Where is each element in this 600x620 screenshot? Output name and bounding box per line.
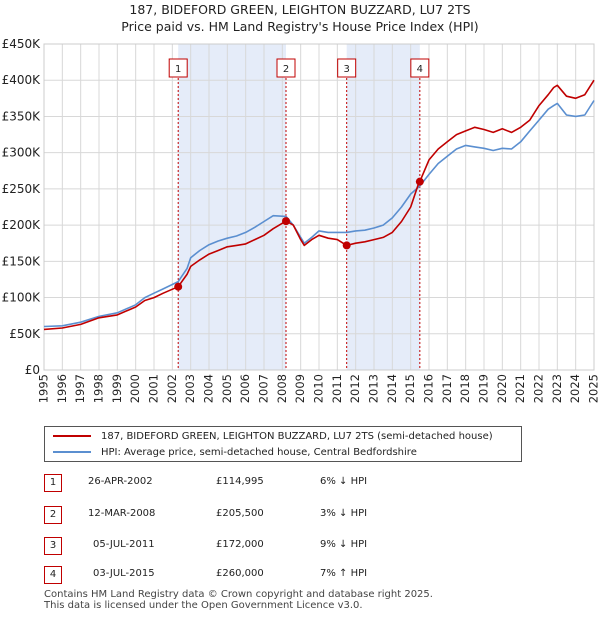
sale-period-shade <box>346 44 420 370</box>
x-tick-label: 2021 <box>513 374 527 403</box>
sale-label-text: 3 <box>343 64 349 75</box>
x-tick-label: 1996 <box>55 374 69 403</box>
sale-point <box>415 177 424 186</box>
plot-frame <box>43 43 595 371</box>
x-tick-label: 2024 <box>568 374 582 403</box>
sale-hpi-diff: 9% ↓ HPI <box>320 539 368 550</box>
x-tick-label: 2010 <box>312 374 326 403</box>
sale-number-badge: 1 <box>44 474 62 492</box>
table-row: 3 05-JUL-2011 £172,000 9% ↓ HPI <box>44 537 544 555</box>
y-tick-label: £150K <box>2 254 42 268</box>
x-tick-label: 2009 <box>293 374 307 403</box>
y-tick-label: £450K <box>2 37 42 51</box>
table-row: 4 03-JUL-2015 £260,000 7% ↑ HPI <box>44 566 544 584</box>
x-tick-label: 2000 <box>128 374 142 403</box>
sale-date: 03-JUL-2015 <box>93 568 155 579</box>
x-tick-label: 2006 <box>238 374 252 403</box>
hpi-series-line <box>43 100 595 328</box>
sale-label-text: 1 <box>175 64 181 75</box>
x-tick-label: 2013 <box>367 374 381 403</box>
table-row: 2 12-MAR-2008 £205,500 3% ↓ HPI <box>44 506 544 524</box>
x-tick-label: 2007 <box>257 374 271 403</box>
legend-hpi-swatch <box>53 451 91 453</box>
y-tick-label: £400K <box>2 73 42 87</box>
sale-price: £114,995 <box>216 476 264 487</box>
chart-title-line2: Price paid vs. HM Land Registry's House … <box>121 19 479 34</box>
table-row: 1 26-APR-2002 £114,995 6% ↓ HPI <box>44 474 544 492</box>
price-chart: £0 £50K £100K £150K £200K £250K £300K £350K £400… <box>2 37 600 403</box>
sale-date: 26-APR-2002 <box>88 476 153 487</box>
legend-hpi-label: HPI: Average price, semi-detached house,… <box>101 446 417 458</box>
legend-item-property: 187, BIDEFORD GREEN, LEIGHTON BUZZARD, L… <box>53 429 493 443</box>
footer-licence: This data is licensed under the Open Gov… <box>44 600 363 611</box>
chart-title-line1: 187, BIDEFORD GREEN, LEIGHTON BUZZARD, L… <box>129 2 471 17</box>
x-tick-label: 2012 <box>348 374 362 403</box>
x-tick-label: 2015 <box>403 374 417 403</box>
x-tick-label: 2018 <box>458 374 472 403</box>
x-tick-label: 2011 <box>330 374 344 403</box>
x-tick-label: 2003 <box>183 374 197 403</box>
sale-hpi-diff: 7% ↑ HPI <box>320 568 368 579</box>
sale-label-box <box>410 58 430 78</box>
y-tick-label: £50K <box>9 327 41 341</box>
x-tick-label: 2016 <box>422 374 436 403</box>
footer-copyright: Contains HM Land Registry data © Crown c… <box>44 589 433 600</box>
sale-price: £205,500 <box>216 508 264 519</box>
sale-label-text: 2 <box>283 64 289 75</box>
sale-date: 12-MAR-2008 <box>88 508 156 519</box>
x-tick-label: 2001 <box>147 374 161 403</box>
sale-price: £260,000 <box>216 568 264 579</box>
sale-label-box <box>276 58 296 78</box>
legend-property-swatch <box>53 435 91 437</box>
y-tick-label: £200K <box>2 218 42 232</box>
sale-label-box <box>337 58 357 78</box>
y-tick-label: £300K <box>2 146 42 160</box>
x-tick-label: 2019 <box>477 374 491 403</box>
x-tick-label: 1995 <box>37 374 51 403</box>
x-tick-label: 1997 <box>73 374 87 403</box>
y-tick-label: £0 <box>25 363 40 377</box>
legend-item-hpi: HPI: Average price, semi-detached house,… <box>53 445 417 459</box>
y-tick-label: £100K <box>2 291 42 305</box>
x-tick-label: 2017 <box>440 374 454 403</box>
x-tick-label: 2004 <box>202 374 216 403</box>
sale-label-text: 4 <box>417 64 423 75</box>
chart-legend: 187, BIDEFORD GREEN, LEIGHTON BUZZARD, L… <box>44 426 522 462</box>
sale-number-badge: 4 <box>44 566 62 584</box>
x-tick-label: 2002 <box>165 374 179 403</box>
sale-price: £172,000 <box>216 539 264 550</box>
sale-hpi-diff: 3% ↓ HPI <box>320 508 368 519</box>
footer-attribution: Contains HM Land Registry data © Crown c… <box>44 589 433 611</box>
x-tick-label: 2023 <box>550 374 564 403</box>
x-tick-label: 2008 <box>275 374 289 403</box>
sale-point <box>342 241 351 250</box>
x-tick-label: 2025 <box>587 374 600 403</box>
legend-property-label: 187, BIDEFORD GREEN, LEIGHTON BUZZARD, L… <box>101 430 493 442</box>
y-tick-label: £350K <box>2 109 42 123</box>
x-tick-label: 2022 <box>532 374 546 403</box>
sale-hpi-diff: 6% ↓ HPI <box>320 476 368 487</box>
x-tick-label: 2020 <box>495 374 509 403</box>
x-tick-label: 2014 <box>385 374 399 403</box>
sale-point <box>174 282 183 291</box>
x-tick-label: 1999 <box>110 374 124 403</box>
sale-date: 05-JUL-2011 <box>93 539 155 550</box>
sale-number-badge: 2 <box>44 506 62 524</box>
x-tick-label: 2005 <box>220 374 234 403</box>
sale-label-box <box>168 58 188 78</box>
x-tick-label: 1998 <box>92 374 106 403</box>
y-tick-label: £250K <box>2 182 42 196</box>
sale-period-shade <box>178 44 286 370</box>
sale-number-badge: 3 <box>44 537 62 555</box>
sale-point <box>282 217 290 226</box>
